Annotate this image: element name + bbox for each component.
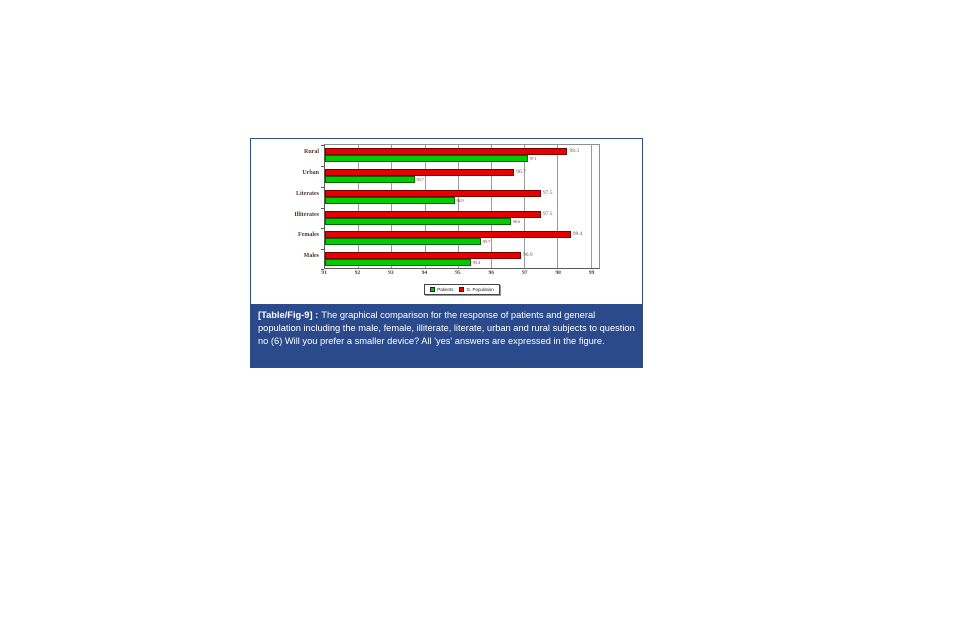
caption-text: The graphical comparison for the respons…	[258, 310, 635, 346]
x-tick-label-94: 94	[421, 270, 428, 276]
bar-g-population-males	[325, 252, 521, 260]
category-axis-tick	[321, 145, 324, 146]
bar-value-g-population-illiterates: 97.5	[542, 210, 553, 217]
bar-g-population-urban	[325, 168, 515, 176]
legend-swatch-patients	[430, 287, 436, 292]
legend-label-patients: Patients	[437, 287, 454, 292]
category-label-males: Males	[303, 253, 319, 260]
legend-item-patients: Patients	[430, 287, 453, 292]
gridline-95	[457, 145, 459, 268]
gridline-93	[391, 145, 393, 268]
chart-legend: Patients G. Population	[424, 284, 500, 295]
caption-tag: [Table/Fig-9] :	[258, 310, 319, 320]
table-fig-9-figure: 98.3 97.1 96.7 93.7 97.5 94.9 97.5 96.6 98.4 95.7…	[250, 138, 643, 368]
category-axis-tick	[321, 207, 324, 209]
legend-item-g-population: G. Population	[459, 287, 494, 292]
bar-g-population-illiterates	[325, 210, 541, 218]
legend-area: Patients G. Population	[324, 284, 600, 299]
gridline-92	[358, 145, 360, 268]
bar-value-g-population-literates: 97.5	[542, 189, 553, 196]
bar-value-patients-females: 95.7	[483, 239, 491, 245]
bar-value-patients-urban: 93.7	[416, 176, 424, 182]
category-axis: Rural Urban Literates Illiterates Females Mal…	[251, 144, 321, 269]
category-label-rural: Rural	[304, 149, 319, 155]
bar-value-patients-illiterates: 96.6	[512, 218, 520, 224]
x-tick-label-95: 95	[455, 270, 461, 276]
category-axis-tick	[321, 165, 324, 167]
bar-patients-literates	[325, 196, 455, 204]
legend-label-g-population: G. Population	[466, 287, 494, 292]
plot-area: 98.3 97.1 96.7 93.7 97.5 94.9 97.5 96.6 98.4 95.7…	[321, 144, 600, 270]
x-tick-label-91: 91	[321, 270, 327, 276]
bar-value-patients-males: 95.4	[473, 260, 481, 266]
x-tick-label-97: 97	[521, 270, 528, 276]
gridline-96	[491, 145, 493, 268]
x-tick-label-96: 96	[488, 270, 495, 276]
bar-value-g-population-females: 98.4	[572, 231, 583, 238]
category-axis-tick	[321, 186, 324, 188]
gridline-97	[524, 145, 526, 268]
category-axis-tick	[321, 269, 324, 270]
x-tick-label-92: 92	[354, 270, 361, 276]
legend-swatch-g-population	[459, 287, 465, 292]
x-tick-label-99: 99	[588, 270, 595, 276]
gridline-94	[424, 145, 426, 268]
gridline-98	[557, 145, 559, 268]
bar-g-population-rural	[325, 148, 568, 155]
bar-patients-urban	[325, 175, 415, 183]
x-axis: 91 92 93 94 95 96 97 98 99	[321, 270, 600, 280]
bar-patients-illiterates	[325, 217, 511, 225]
bar-patients-rural	[325, 155, 528, 162]
gridline-99	[590, 145, 592, 268]
x-tick-label-93: 93	[388, 270, 394, 276]
bar-chart-panel: 98.3 97.1 96.7 93.7 97.5 94.9 97.5 96.6 98.4 95.7…	[251, 139, 642, 304]
category-axis-tick	[321, 228, 324, 230]
bar-g-population-literates	[325, 189, 541, 197]
category-label-urban: Urban	[302, 169, 319, 176]
category-axis-tick	[321, 249, 324, 251]
bar-g-population-females	[325, 231, 571, 239]
bar-patients-males	[325, 259, 472, 267]
category-label-females: Females	[298, 232, 319, 239]
category-label-illiterates: Illiterates	[294, 211, 319, 218]
bar-value-patients-rural: 97.1	[529, 156, 537, 161]
category-label-literates: Literates	[296, 190, 319, 197]
bar-value-g-population-rural: 98.3	[569, 148, 580, 154]
figure-caption: [Table/Fig-9] : The graphical comparison …	[251, 304, 642, 367]
x-tick-label-98: 98	[555, 270, 561, 276]
bar-patients-females	[325, 238, 482, 246]
